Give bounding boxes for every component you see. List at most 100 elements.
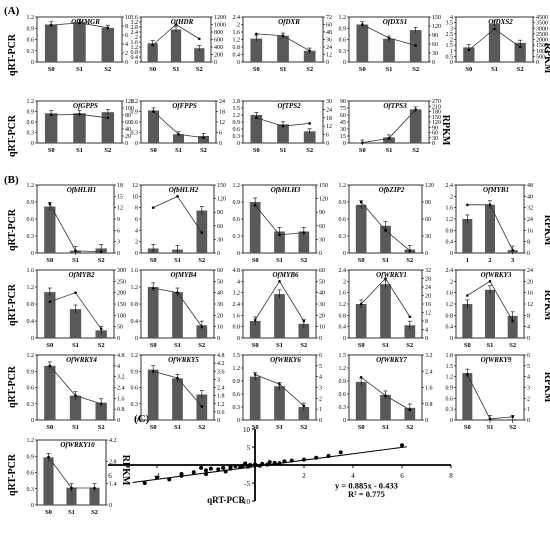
category-label: S0	[45, 509, 52, 516]
scatter-point	[314, 455, 319, 460]
panel-title: OfWRKY10	[60, 441, 95, 449]
rpkm-point	[278, 382, 281, 386]
right-tick-label: 0	[425, 336, 428, 342]
right-tick-label: 2.4	[425, 369, 433, 375]
scatter-point	[248, 463, 253, 467]
rpkm-point	[302, 404, 306, 408]
left-tick-label: 0	[135, 336, 138, 342]
bar	[277, 35, 289, 62]
rpkm-point	[488, 280, 492, 283]
right-tick-label: 2.8	[109, 460, 117, 466]
left-tick-label: 0	[31, 503, 34, 509]
scatter-point	[326, 454, 331, 458]
category-label: S2	[91, 509, 98, 516]
category-label: S1	[174, 424, 181, 431]
bar	[69, 309, 82, 338]
right-tick-label: 2000	[536, 38, 548, 44]
left-tick-label: 1.2	[27, 183, 35, 189]
rpkm-point	[70, 486, 73, 490]
right-tick-label: 60	[217, 224, 223, 230]
left-tick-label: 1.2	[27, 438, 35, 444]
right-tick-label: 24	[527, 268, 533, 274]
right-tick-label: 150	[117, 302, 126, 308]
right-tick-label: 30	[432, 51, 438, 57]
category-label: S0	[150, 147, 157, 154]
scatter-x-label: qRT-PCR	[207, 495, 245, 505]
right-tick-label: 24	[326, 107, 332, 113]
rpkm-point	[387, 137, 391, 140]
row2-left-axis-label: qRT-PCR	[7, 114, 18, 157]
left-tick-label: 4	[237, 279, 240, 285]
scatter-point	[267, 460, 272, 465]
bar	[409, 109, 422, 143]
scatter-point	[289, 458, 294, 463]
left-tick-label: 3	[450, 26, 453, 32]
left-tick-label: 0.3	[233, 134, 241, 140]
left-tick-label: 0	[450, 336, 453, 342]
left-tick-label: 0.8	[446, 313, 454, 319]
right-tick-label: 0	[319, 251, 322, 257]
left-tick-label: 0.6	[233, 392, 241, 398]
panel-ofmyb6: OfMYB6 0 0.8 1.6 2.4 3.2 4 4.8 0 10 20 30 40 50 60 S0 S1…	[233, 268, 326, 349]
rpkm-point	[488, 417, 492, 421]
left-tick-label: 0	[237, 336, 240, 342]
bar	[44, 113, 58, 143]
left-tick-label: 30	[340, 127, 346, 133]
right-tick-label: 3	[319, 386, 322, 392]
left-tick-label: 1.6	[446, 291, 454, 297]
right-tick-label: 90	[432, 33, 438, 39]
scatter-point	[216, 467, 221, 472]
right-tick-label: 10	[319, 325, 325, 331]
right-tick-label: 8	[527, 313, 530, 319]
right-tick-label: 8	[125, 24, 128, 30]
left-tick-label: 3.2	[131, 20, 139, 26]
left-tick-label: 0.9	[27, 200, 35, 206]
right-tick-label: 1000	[214, 23, 226, 29]
left-tick-label: 0	[343, 60, 346, 66]
category-label: S1	[386, 147, 393, 154]
rpkm-point	[281, 124, 285, 128]
left-tick-label: 0.9	[446, 386, 454, 392]
right-tick-label: 120	[432, 120, 441, 126]
right-tick-label: 40	[125, 127, 131, 133]
right-tick-label: 0	[319, 336, 322, 342]
panel-title: OfMYB4	[170, 271, 197, 279]
category-label: S2	[300, 257, 307, 264]
left-tick-label: 1.5	[233, 106, 241, 112]
rpkm-point	[200, 231, 204, 234]
left-tick-label: 4	[450, 15, 453, 21]
scatter-y-tick-label: 10	[243, 426, 251, 434]
right-tick-label: 180	[432, 110, 441, 116]
rpkm-point	[278, 280, 281, 283]
left-tick-label: 1.2	[131, 99, 139, 105]
rpkm-point	[99, 250, 103, 254]
scatter-x-tick-label: 6	[108, 472, 112, 480]
left-tick-label: 0.8	[339, 313, 347, 319]
left-tick-label: 1.6	[233, 313, 241, 319]
right-tick-label: 3.2	[425, 353, 433, 359]
right-tick-label: 600	[214, 38, 223, 44]
category-label: S2	[196, 66, 203, 73]
left-tick-label: 1.2	[339, 302, 347, 308]
right-tick-label: 2	[125, 51, 128, 57]
bar	[173, 134, 184, 143]
category-label: S2	[406, 257, 413, 264]
category-label: S2	[98, 342, 105, 349]
panel-ofbhlh1: OfbHLH1 0 0.3 0.6 0.9 1.2 0 3 6 9 12 15 18 S0 S1 S2	[27, 183, 124, 264]
rpkm-point	[106, 116, 110, 120]
right-tick-label: 60	[326, 23, 332, 29]
left-tick-label: 1.8	[446, 353, 454, 359]
left-tick-label: 1.5	[446, 364, 454, 370]
category-label: S1	[173, 66, 180, 73]
right-tick-label: 0.8	[425, 402, 433, 408]
bar	[147, 369, 159, 420]
category-label: S0	[359, 66, 366, 73]
category-label: S1	[76, 147, 83, 154]
category-label: S0	[358, 424, 365, 431]
right-tick-label: 50	[117, 325, 123, 331]
rpkm-point	[278, 233, 281, 237]
rpkm-point	[408, 408, 412, 412]
left-tick-label: 1.8	[233, 99, 241, 105]
scatter-point	[204, 472, 208, 476]
right-tick-label: 20	[125, 134, 131, 140]
